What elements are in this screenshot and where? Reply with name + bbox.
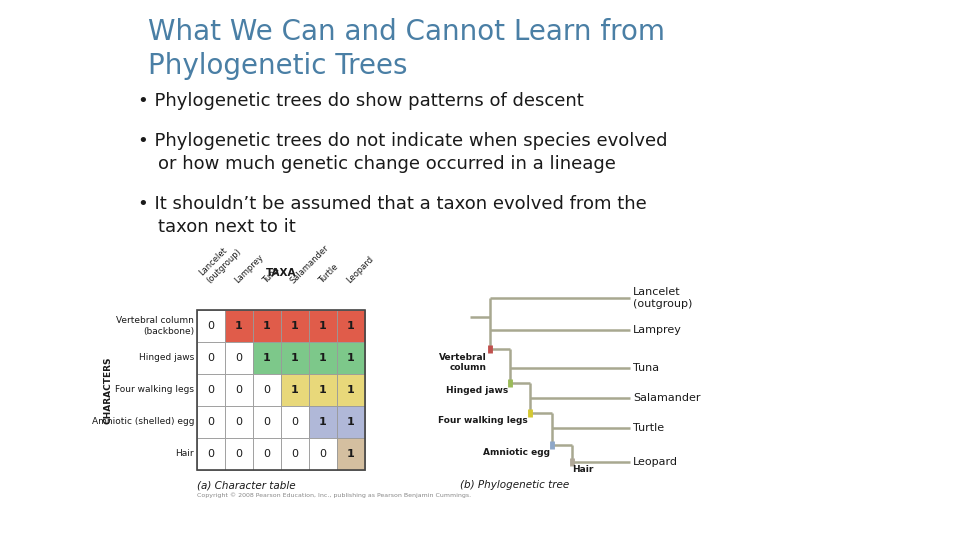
Text: Lancelet
(outgroup): Lancelet (outgroup) xyxy=(198,240,243,285)
Text: Copyright © 2008 Pearson Education, Inc., publishing as Pearson Benjamin Cumming: Copyright © 2008 Pearson Education, Inc.… xyxy=(197,492,471,498)
Text: Lamprey: Lamprey xyxy=(633,325,682,335)
Text: 0: 0 xyxy=(320,449,326,459)
Text: 1: 1 xyxy=(291,321,299,331)
Text: Four walking legs: Four walking legs xyxy=(439,416,528,425)
Bar xyxy=(253,310,281,342)
Text: 0: 0 xyxy=(235,385,243,395)
Text: 1: 1 xyxy=(291,385,299,395)
Text: 1: 1 xyxy=(319,353,326,363)
Bar xyxy=(281,438,309,470)
Bar xyxy=(197,406,225,438)
Bar xyxy=(225,310,253,342)
Text: Leopard: Leopard xyxy=(345,254,375,285)
Bar xyxy=(253,342,281,374)
Text: Leopard: Leopard xyxy=(633,457,678,467)
Text: Lancelet
(outgroup): Lancelet (outgroup) xyxy=(633,287,692,309)
Text: 1: 1 xyxy=(348,353,355,363)
Bar xyxy=(337,342,365,374)
Bar xyxy=(253,406,281,438)
Bar xyxy=(225,374,253,406)
Text: 0: 0 xyxy=(263,449,271,459)
Text: 1: 1 xyxy=(348,449,355,459)
Text: Hinged jaws: Hinged jaws xyxy=(445,386,508,395)
Text: 1: 1 xyxy=(319,417,326,427)
Text: 0: 0 xyxy=(207,449,214,459)
Text: 1: 1 xyxy=(348,417,355,427)
Bar xyxy=(197,342,225,374)
Text: taxon next to it: taxon next to it xyxy=(158,218,296,236)
Text: 1: 1 xyxy=(291,353,299,363)
Bar xyxy=(197,310,225,342)
Bar xyxy=(309,342,337,374)
Text: Tuna: Tuna xyxy=(260,265,281,285)
Text: 1: 1 xyxy=(319,385,326,395)
Text: Hair: Hair xyxy=(572,465,593,474)
Text: Vertebral
column: Vertebral column xyxy=(440,353,487,373)
Text: CHARACTERS: CHARACTERS xyxy=(104,356,112,424)
Text: Amniotic egg: Amniotic egg xyxy=(483,448,550,457)
Text: Amniotic (shelled) egg: Amniotic (shelled) egg xyxy=(91,417,194,427)
Text: Hair: Hair xyxy=(176,449,194,458)
Text: (a) Character table: (a) Character table xyxy=(197,480,296,490)
Text: 1: 1 xyxy=(348,385,355,395)
Text: Salamander: Salamander xyxy=(633,393,701,403)
Bar xyxy=(337,406,365,438)
Bar xyxy=(309,310,337,342)
Text: or how much genetic change occurred in a lineage: or how much genetic change occurred in a… xyxy=(158,155,616,173)
Text: Vertebral column
(backbone): Vertebral column (backbone) xyxy=(116,316,194,336)
Text: Salamander: Salamander xyxy=(289,243,331,285)
Bar xyxy=(197,374,225,406)
Text: 1: 1 xyxy=(319,321,326,331)
Bar xyxy=(225,438,253,470)
Text: Turtle: Turtle xyxy=(317,262,340,285)
Text: 0: 0 xyxy=(292,449,299,459)
Bar xyxy=(281,342,309,374)
Bar xyxy=(309,438,337,470)
Bar xyxy=(337,310,365,342)
Text: 0: 0 xyxy=(207,385,214,395)
Text: • Phylogenetic trees do show patterns of descent: • Phylogenetic trees do show patterns of… xyxy=(138,92,584,110)
Text: 1: 1 xyxy=(263,353,271,363)
Text: 0: 0 xyxy=(263,417,271,427)
Bar xyxy=(253,374,281,406)
Text: 0: 0 xyxy=(263,385,271,395)
Bar xyxy=(253,438,281,470)
Text: • It shouldn’t be assumed that a taxon evolved from the: • It shouldn’t be assumed that a taxon e… xyxy=(138,195,647,213)
Text: 1: 1 xyxy=(263,321,271,331)
Bar xyxy=(337,438,365,470)
Bar xyxy=(281,374,309,406)
Text: 0: 0 xyxy=(207,417,214,427)
Text: 0: 0 xyxy=(235,353,243,363)
Bar xyxy=(197,310,365,470)
Text: What We Can and Cannot Learn from: What We Can and Cannot Learn from xyxy=(148,18,665,46)
Bar xyxy=(281,406,309,438)
Text: TAXA: TAXA xyxy=(266,268,297,278)
Text: 0: 0 xyxy=(292,417,299,427)
Text: Phylogenetic Trees: Phylogenetic Trees xyxy=(148,52,407,80)
Text: (b) Phylogenetic tree: (b) Phylogenetic tree xyxy=(460,480,569,490)
Text: 0: 0 xyxy=(207,353,214,363)
Text: Turtle: Turtle xyxy=(633,423,664,433)
Text: Hinged jaws: Hinged jaws xyxy=(139,354,194,362)
Bar xyxy=(225,406,253,438)
Bar xyxy=(225,342,253,374)
Bar xyxy=(197,438,225,470)
Text: Lamprey: Lamprey xyxy=(232,253,265,285)
Text: 0: 0 xyxy=(207,321,214,331)
Bar xyxy=(309,374,337,406)
Text: Tuna: Tuna xyxy=(633,363,660,373)
Text: • Phylogenetic trees do not indicate when species evolved: • Phylogenetic trees do not indicate whe… xyxy=(138,132,667,150)
Text: 1: 1 xyxy=(235,321,243,331)
Text: 0: 0 xyxy=(235,449,243,459)
Text: 1: 1 xyxy=(348,321,355,331)
Bar xyxy=(281,310,309,342)
Text: 0: 0 xyxy=(235,417,243,427)
Bar xyxy=(309,406,337,438)
Bar xyxy=(337,374,365,406)
Text: Four walking legs: Four walking legs xyxy=(115,386,194,395)
